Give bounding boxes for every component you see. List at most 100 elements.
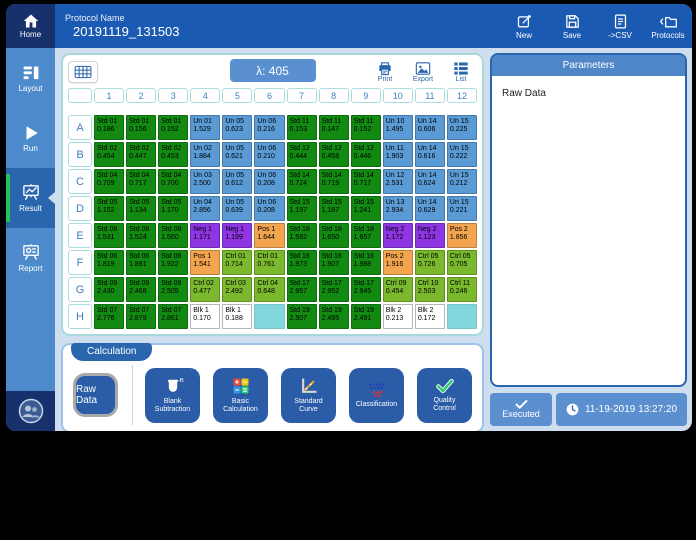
well-F10[interactable]: Pos 2 1.916 <box>382 250 413 275</box>
well-E10[interactable]: Neg 2 1.172 <box>382 223 413 248</box>
plate-format-button[interactable] <box>68 61 98 83</box>
well-F5[interactable]: Ctrl 01 0.714 <box>222 250 253 275</box>
standard-curve-button[interactable]: Standard Curve <box>281 367 336 423</box>
well-F9[interactable]: Std 16 1.988 <box>350 250 381 275</box>
well-C9[interactable]: Std 14 0.717 <box>350 169 381 194</box>
well-A2[interactable]: Std 01 0.156 <box>126 115 157 140</box>
well-F7[interactable]: Std 16 1.973 <box>286 250 317 275</box>
well-E9[interactable]: Std 18 1.657 <box>350 223 381 248</box>
well-B9[interactable]: Std 12 0.446 <box>350 142 381 167</box>
well-F8[interactable]: Std 16 1.907 <box>318 250 349 275</box>
well-B4[interactable]: Un 02 1.884 <box>190 142 221 167</box>
well-B1[interactable]: Std 02 0.454 <box>94 142 125 167</box>
well-D9[interactable]: Std 15 1.241 <box>350 196 381 221</box>
well-G7[interactable]: Std 17 2.957 <box>286 277 317 302</box>
well-E7[interactable]: Std 18 1.592 <box>286 223 317 248</box>
well-A4[interactable]: Un 01 1.529 <box>190 115 221 140</box>
well-D12[interactable]: Un 15 0.221 <box>446 196 477 221</box>
csv-export-button[interactable]: ->CSV <box>596 4 644 48</box>
sidebar-item-result[interactable]: Result <box>6 168 55 228</box>
well-A9[interactable]: Std 11 0.152 <box>350 115 381 140</box>
well-D3[interactable]: Std 05 1.170 <box>158 196 189 221</box>
well-C4[interactable]: Un 03 2.500 <box>190 169 221 194</box>
well-C11[interactable]: Un 14 0.624 <box>414 169 445 194</box>
well-B2[interactable]: Std 02 0.447 <box>126 142 157 167</box>
well-F6[interactable]: Ctrl 01 0.761 <box>254 250 285 275</box>
well-A5[interactable]: Un 05 0.623 <box>222 115 253 140</box>
well-C8[interactable]: Std 14 0.719 <box>318 169 349 194</box>
well-B10[interactable]: Un 11 1.903 <box>382 142 413 167</box>
user-avatar[interactable] <box>6 391 55 431</box>
well-A10[interactable]: Un 10 1.495 <box>382 115 413 140</box>
well-B12[interactable]: Un 15 0.222 <box>446 142 477 167</box>
well-A3[interactable]: Std 01 0.152 <box>158 115 189 140</box>
well-F2[interactable]: Std 06 1.891 <box>126 250 157 275</box>
well-G11[interactable]: Ctrl 10 2.503 <box>414 277 445 302</box>
well-D5[interactable]: Un 05 0.639 <box>222 196 253 221</box>
well-G3[interactable]: Std 09 2.505 <box>158 277 189 302</box>
well-D8[interactable]: Std 15 1.187 <box>318 196 349 221</box>
well-B3[interactable]: Std 02 0.453 <box>158 142 189 167</box>
well-D10[interactable]: Un 13 2.934 <box>382 196 413 221</box>
well-C10[interactable]: Un 12 2.531 <box>382 169 413 194</box>
home-button[interactable]: Home <box>6 4 55 48</box>
well-C5[interactable]: Un 05 0.612 <box>222 169 253 194</box>
calculation-tab[interactable]: Calculation <box>71 343 153 361</box>
well-D4[interactable]: Un 04 2.856 <box>190 196 221 221</box>
well-B11[interactable]: Un 14 0.616 <box>414 142 445 167</box>
well-F3[interactable]: Std 06 1.922 <box>158 250 189 275</box>
well-E2[interactable]: Std 08 1.524 <box>126 223 157 248</box>
well-G1[interactable]: Std 09 2.430 <box>94 277 125 302</box>
well-E5[interactable]: Neg 1 1.199 <box>222 223 253 248</box>
classification-button[interactable]: Classification <box>349 367 404 423</box>
well-E6[interactable]: Pos 1 1.644 <box>254 223 285 248</box>
protocols-button[interactable]: Protocols <box>644 4 692 48</box>
list-view-button[interactable]: List <box>445 61 477 83</box>
save-button[interactable]: Save <box>548 4 596 48</box>
well-A8[interactable]: Std 11 0.147 <box>318 115 349 140</box>
well-C1[interactable]: Std 04 0.709 <box>94 169 125 194</box>
well-F11[interactable]: Ctrl 05 0.726 <box>414 250 445 275</box>
well-A6[interactable]: Un 06 0.216 <box>254 115 285 140</box>
well-B5[interactable]: Un 05 0.621 <box>222 142 253 167</box>
well-E1[interactable]: Std 08 1.531 <box>94 223 125 248</box>
well-E8[interactable]: Std 18 1.650 <box>318 223 349 248</box>
well-G5[interactable]: Ctrl 03 2.492 <box>222 277 253 302</box>
blank-subtraction-button[interactable]: -B Blank Subtraction <box>145 367 200 423</box>
well-H9[interactable]: Std 19 2.491 <box>350 304 381 329</box>
executed-status-button[interactable]: Executed <box>490 393 552 426</box>
quality-control-button[interactable]: Quality Control <box>417 367 472 423</box>
sidebar-item-layout[interactable]: Layout <box>6 48 55 108</box>
well-H1[interactable]: Std 07 2.776 <box>94 304 125 329</box>
well-H6[interactable] <box>254 304 285 329</box>
well-E11[interactable]: Neg 2 1.123 <box>414 223 445 248</box>
wavelength-button[interactable]: λ: 405 <box>229 59 316 82</box>
well-C12[interactable]: Un 15 0.212 <box>446 169 477 194</box>
well-F12[interactable]: Ctrl 05 0.705 <box>446 250 477 275</box>
well-H10[interactable]: Blk 2 0.213 <box>382 304 413 329</box>
well-C7[interactable]: Std 14 0.724 <box>286 169 317 194</box>
well-B7[interactable]: Std 12 0.444 <box>286 142 317 167</box>
well-H8[interactable]: Std 19 2.495 <box>318 304 349 329</box>
well-G8[interactable]: Std 17 2.952 <box>318 277 349 302</box>
well-H3[interactable]: Std 07 2.861 <box>158 304 189 329</box>
well-C2[interactable]: Std 04 0.717 <box>126 169 157 194</box>
well-D7[interactable]: Std 15 1.197 <box>286 196 317 221</box>
well-H12[interactable] <box>446 304 477 329</box>
export-button[interactable]: Export <box>407 61 439 83</box>
well-A7[interactable]: Std 11 0.153 <box>286 115 317 140</box>
well-A1[interactable]: Std 01 0.186 <box>94 115 125 140</box>
well-A11[interactable]: Un 14 0.606 <box>414 115 445 140</box>
well-F1[interactable]: Std 06 1.819 <box>94 250 125 275</box>
well-B8[interactable]: Std 12 0.458 <box>318 142 349 167</box>
well-E3[interactable]: Std 08 1.560 <box>158 223 189 248</box>
well-H11[interactable]: Blk 2 0.172 <box>414 304 445 329</box>
well-B6[interactable]: Un 06 0.210 <box>254 142 285 167</box>
well-A12[interactable]: Un 15 0.225 <box>446 115 477 140</box>
well-D1[interactable]: Std 05 1.152 <box>94 196 125 221</box>
well-D6[interactable]: Un 06 0.208 <box>254 196 285 221</box>
well-H7[interactable]: Std 19 2.507 <box>286 304 317 329</box>
well-D2[interactable]: Std 05 1.134 <box>126 196 157 221</box>
well-G2[interactable]: Std 09 2.468 <box>126 277 157 302</box>
new-button[interactable]: New <box>500 4 548 48</box>
